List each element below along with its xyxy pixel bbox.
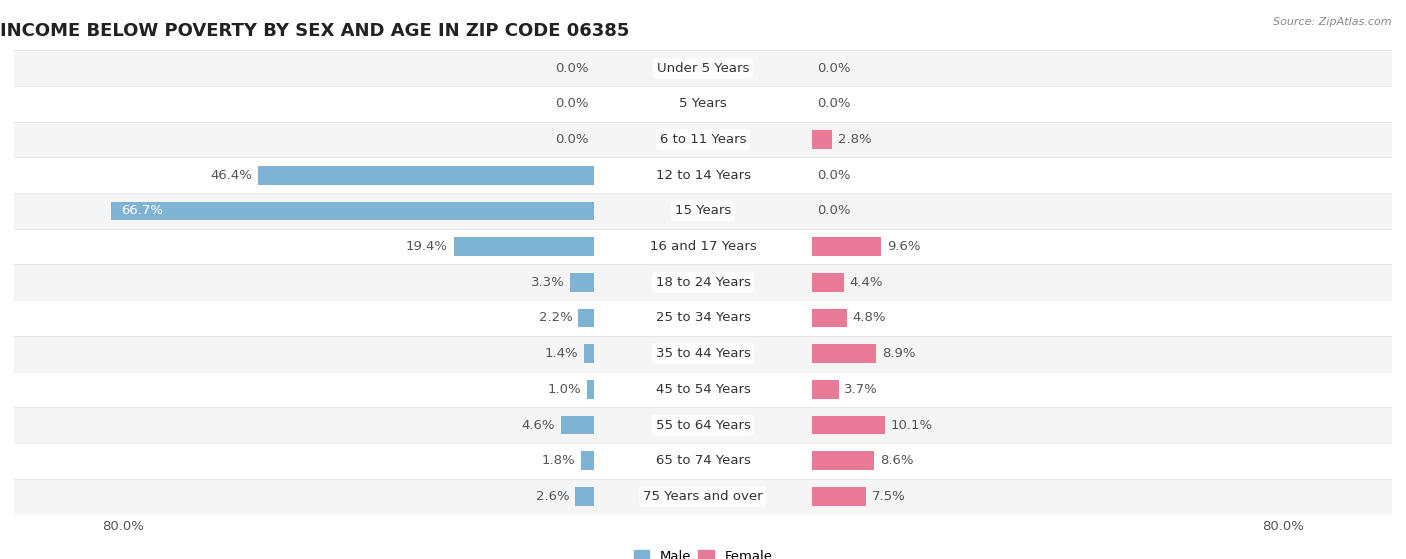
Text: 4.8%: 4.8% [852,311,886,324]
Text: 9.6%: 9.6% [887,240,921,253]
Text: 15 Years: 15 Years [675,205,731,217]
Text: 19.4%: 19.4% [406,240,447,253]
Text: 12 to 14 Years: 12 to 14 Years [655,169,751,182]
Text: Source: ZipAtlas.com: Source: ZipAtlas.com [1274,17,1392,27]
Text: 3.7%: 3.7% [845,383,879,396]
Bar [111,202,595,220]
Text: 1.8%: 1.8% [541,454,575,467]
Text: 55 to 64 Years: 55 to 64 Years [655,419,751,432]
Text: 65 to 74 Years: 65 to 74 Years [655,454,751,467]
Bar [14,336,1392,372]
Bar [581,452,595,470]
Text: 0.0%: 0.0% [817,61,851,75]
Bar [575,487,595,506]
Bar [14,407,1392,443]
Bar [14,86,1392,122]
Text: 3.3%: 3.3% [530,276,564,289]
Bar [811,416,884,434]
Text: 18 to 24 Years: 18 to 24 Years [655,276,751,289]
Bar [811,380,838,399]
Text: 35 to 44 Years: 35 to 44 Years [655,347,751,360]
Text: 0.0%: 0.0% [555,133,589,146]
Text: 0.0%: 0.0% [817,205,851,217]
Bar [14,264,1392,300]
Text: 2.2%: 2.2% [538,311,572,324]
Text: 0.0%: 0.0% [817,169,851,182]
Text: 7.5%: 7.5% [872,490,905,503]
Bar [14,50,1392,86]
Bar [14,372,1392,407]
Bar [257,166,595,184]
Bar [811,487,866,506]
Text: 1.4%: 1.4% [544,347,578,360]
Text: 10.1%: 10.1% [891,419,934,432]
Text: 8.9%: 8.9% [882,347,915,360]
Text: 16 and 17 Years: 16 and 17 Years [650,240,756,253]
Text: Under 5 Years: Under 5 Years [657,61,749,75]
Text: 0.0%: 0.0% [817,97,851,110]
Text: 5 Years: 5 Years [679,97,727,110]
Bar [811,130,832,149]
Text: 2.6%: 2.6% [536,490,569,503]
Bar [454,238,595,256]
Bar [586,380,595,399]
Bar [811,238,882,256]
Bar [14,193,1392,229]
Text: 45 to 54 Years: 45 to 54 Years [655,383,751,396]
Bar [14,122,1392,158]
Bar [583,344,595,363]
Bar [14,158,1392,193]
Text: 0.0%: 0.0% [555,97,589,110]
Bar [14,443,1392,479]
Text: 75 Years and over: 75 Years and over [643,490,763,503]
Bar [811,452,875,470]
Text: INCOME BELOW POVERTY BY SEX AND AGE IN ZIP CODE 06385: INCOME BELOW POVERTY BY SEX AND AGE IN Z… [0,22,630,40]
Text: 25 to 34 Years: 25 to 34 Years [655,311,751,324]
Bar [571,273,595,292]
Text: 46.4%: 46.4% [209,169,252,182]
Bar [811,273,844,292]
Bar [561,416,595,434]
Bar [578,309,595,327]
Text: 0.0%: 0.0% [555,61,589,75]
Bar [811,344,876,363]
Text: 8.6%: 8.6% [880,454,914,467]
Bar [811,309,846,327]
Text: 6 to 11 Years: 6 to 11 Years [659,133,747,146]
Legend: Male, Female: Male, Female [628,544,778,559]
Text: 66.7%: 66.7% [121,205,163,217]
Text: 4.4%: 4.4% [849,276,883,289]
Bar [14,300,1392,336]
Bar [14,229,1392,264]
Text: 2.8%: 2.8% [838,133,872,146]
Text: 1.0%: 1.0% [547,383,581,396]
Bar [14,479,1392,514]
Text: 4.6%: 4.6% [522,419,555,432]
